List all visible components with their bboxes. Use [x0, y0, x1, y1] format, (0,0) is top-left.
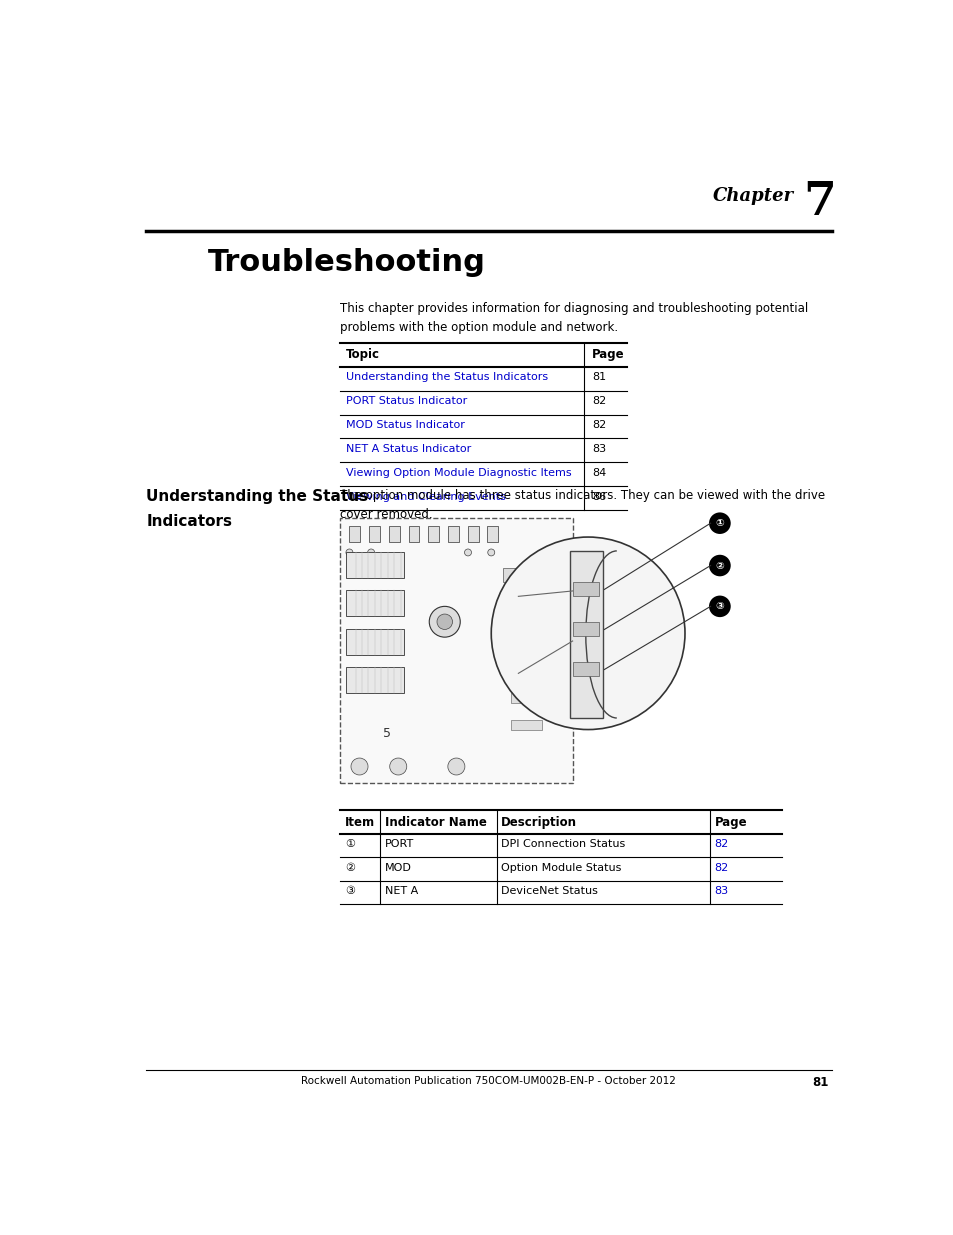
- Text: NET A: NET A: [385, 887, 417, 897]
- Text: Rockwell Automation Publication 750COM-UM002B-EN-P - October 2012: Rockwell Automation Publication 750COM-U…: [301, 1076, 676, 1086]
- Bar: [346, 552, 404, 578]
- Text: Indicator Name: Indicator Name: [385, 816, 486, 829]
- Circle shape: [708, 595, 730, 618]
- Text: Page: Page: [592, 348, 624, 362]
- Text: NET A Status Indicator: NET A Status Indicator: [346, 443, 471, 454]
- Text: This chapter provides information for diagnosing and troubleshooting potential
p: This chapter provides information for di…: [340, 303, 807, 335]
- Text: 86: 86: [592, 492, 605, 501]
- Bar: [510, 693, 541, 704]
- Text: ②: ②: [344, 863, 355, 873]
- Text: 82: 82: [592, 396, 605, 406]
- Text: ③: ③: [715, 601, 723, 611]
- Text: Troubleshooting: Troubleshooting: [208, 248, 486, 278]
- Circle shape: [367, 550, 375, 556]
- Text: Understanding the Status Indicators: Understanding the Status Indicators: [346, 372, 548, 383]
- Bar: [467, 526, 478, 542]
- Text: MOD Status Indicator: MOD Status Indicator: [346, 420, 465, 430]
- Text: ①: ①: [344, 840, 355, 850]
- Text: PORT: PORT: [385, 840, 414, 850]
- Text: PORT Status Indicator: PORT Status Indicator: [346, 396, 467, 406]
- Bar: [573, 662, 598, 677]
- Text: Indicators: Indicators: [146, 514, 233, 529]
- Text: 81: 81: [811, 1076, 827, 1089]
- Bar: [346, 629, 404, 655]
- Text: MOD: MOD: [385, 863, 412, 873]
- Bar: [502, 568, 549, 582]
- Bar: [487, 526, 497, 542]
- Text: Description: Description: [500, 816, 577, 829]
- Circle shape: [708, 513, 730, 534]
- Bar: [510, 720, 541, 730]
- Circle shape: [708, 555, 730, 577]
- Bar: [340, 517, 572, 783]
- Text: 82: 82: [592, 420, 605, 430]
- Circle shape: [346, 550, 353, 556]
- Bar: [369, 526, 379, 542]
- Bar: [502, 614, 549, 627]
- Circle shape: [464, 550, 471, 556]
- Text: Item: Item: [344, 816, 375, 829]
- Text: The option module has three status indicators. They can be viewed with the drive: The option module has three status indic…: [340, 489, 824, 521]
- Text: Page: Page: [714, 816, 746, 829]
- Circle shape: [351, 758, 368, 776]
- Text: Understanding the Status: Understanding the Status: [146, 489, 368, 504]
- Text: ①: ①: [715, 519, 723, 529]
- Circle shape: [491, 537, 684, 730]
- Text: ③: ③: [344, 887, 355, 897]
- Circle shape: [436, 614, 452, 630]
- Text: Chapter: Chapter: [712, 186, 793, 205]
- Text: 5: 5: [382, 727, 390, 740]
- Text: Viewing and Clearing Events: Viewing and Clearing Events: [346, 492, 506, 501]
- Bar: [389, 526, 399, 542]
- Text: 82: 82: [714, 863, 728, 873]
- Text: Viewing Option Module Diagnostic Items: Viewing Option Module Diagnostic Items: [346, 468, 572, 478]
- Bar: [346, 590, 404, 616]
- Bar: [346, 667, 404, 693]
- Text: 7: 7: [802, 179, 835, 225]
- Text: 84: 84: [592, 468, 605, 478]
- Bar: [448, 526, 458, 542]
- Bar: [573, 582, 598, 597]
- Text: DPI Connection Status: DPI Connection Status: [500, 840, 625, 850]
- Circle shape: [447, 758, 464, 776]
- Text: ②: ②: [715, 561, 723, 571]
- Text: 82: 82: [714, 840, 728, 850]
- Text: 81: 81: [592, 372, 605, 383]
- Bar: [408, 526, 419, 542]
- Text: 83: 83: [592, 443, 605, 454]
- Text: Topic: Topic: [346, 348, 380, 362]
- Text: 83: 83: [714, 887, 728, 897]
- Circle shape: [487, 550, 495, 556]
- Bar: [349, 526, 360, 542]
- Text: Option Module Status: Option Module Status: [500, 863, 621, 873]
- Bar: [573, 621, 598, 636]
- Bar: [570, 551, 602, 718]
- Bar: [502, 661, 549, 674]
- Circle shape: [429, 606, 459, 637]
- Bar: [428, 526, 438, 542]
- Text: DeviceNet Status: DeviceNet Status: [500, 887, 598, 897]
- Circle shape: [390, 758, 406, 776]
